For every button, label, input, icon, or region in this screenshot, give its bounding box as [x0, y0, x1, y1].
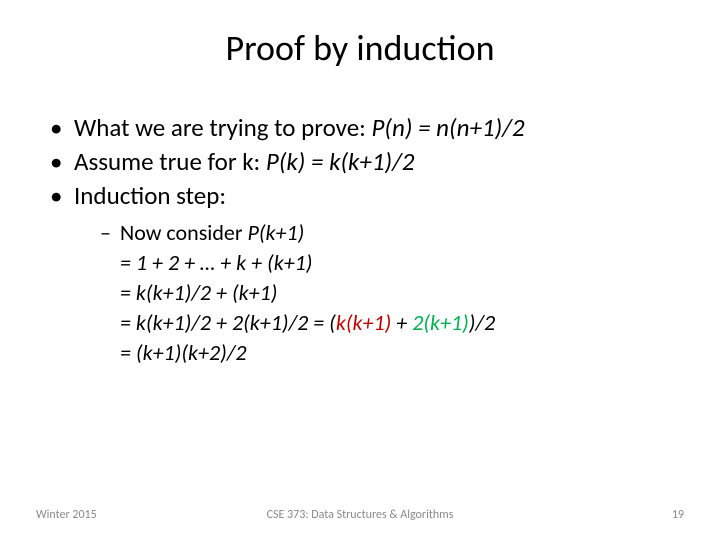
bullet-list: What we are trying to prove: P(n) = n(n+… [48, 112, 672, 368]
slide-title: Proof by induction [48, 26, 672, 70]
sub-2-formula: = 1 + 2 + … + k + (k+1) [120, 249, 312, 276]
footer-center: CSE 373: Data Structures & Algorithms [267, 508, 454, 522]
sub-4-green: 2(k+1) [412, 309, 469, 336]
bullet-2-text: Assume true for k: [74, 146, 266, 177]
footer-left: Winter 2015 [36, 508, 97, 522]
sub-item-2: = 1 + 2 + … + k + (k+1) [100, 248, 672, 278]
bullet-1-text: What we are trying to prove: [74, 112, 371, 143]
sub-4-red: k(k+1) [336, 309, 391, 336]
sub-item-5: = (k+1)(k+2)/2 [100, 338, 672, 368]
bullet-2-formula: P(k) = k(k+1)/2 [266, 146, 415, 177]
bullet-item-1: What we are trying to prove: P(n) = n(n+… [48, 112, 672, 144]
bullet-1-formula: P(n) = n(n+1)/2 [371, 112, 524, 143]
sub-item-3: = k(k+1)/2 + (k+1) [100, 278, 672, 308]
sub-4c: )/2 [469, 309, 495, 336]
bullet-item-3: Induction step: Now consider P(k+1) = 1 … [48, 180, 672, 368]
sub-1-formula: P(k+1) [248, 219, 305, 246]
footer-right: 19 [672, 508, 684, 522]
sub-list: Now consider P(k+1) = 1 + 2 + … + k + (k… [74, 218, 672, 368]
sub-item-1: Now consider P(k+1) [100, 218, 672, 248]
sub-4b: + [391, 309, 412, 336]
sub-5-formula: = (k+1)(k+2)/2 [120, 339, 247, 366]
bullet-item-2: Assume true for k: P(k) = k(k+1)/2 [48, 146, 672, 178]
sub-4a: = k(k+1)/2 + 2(k+1)/2 = ( [120, 309, 336, 336]
slide: Proof by induction What we are trying to… [0, 0, 720, 540]
footer: Winter 2015 CSE 373: Data Structures & A… [0, 508, 720, 522]
sub-1-text: Now consider [120, 219, 248, 246]
bullet-3-text: Induction step: [74, 180, 226, 211]
sub-3-formula: = k(k+1)/2 + (k+1) [120, 279, 277, 306]
sub-item-4: = k(k+1)/2 + 2(k+1)/2 = (k(k+1) + 2(k+1)… [100, 308, 672, 338]
